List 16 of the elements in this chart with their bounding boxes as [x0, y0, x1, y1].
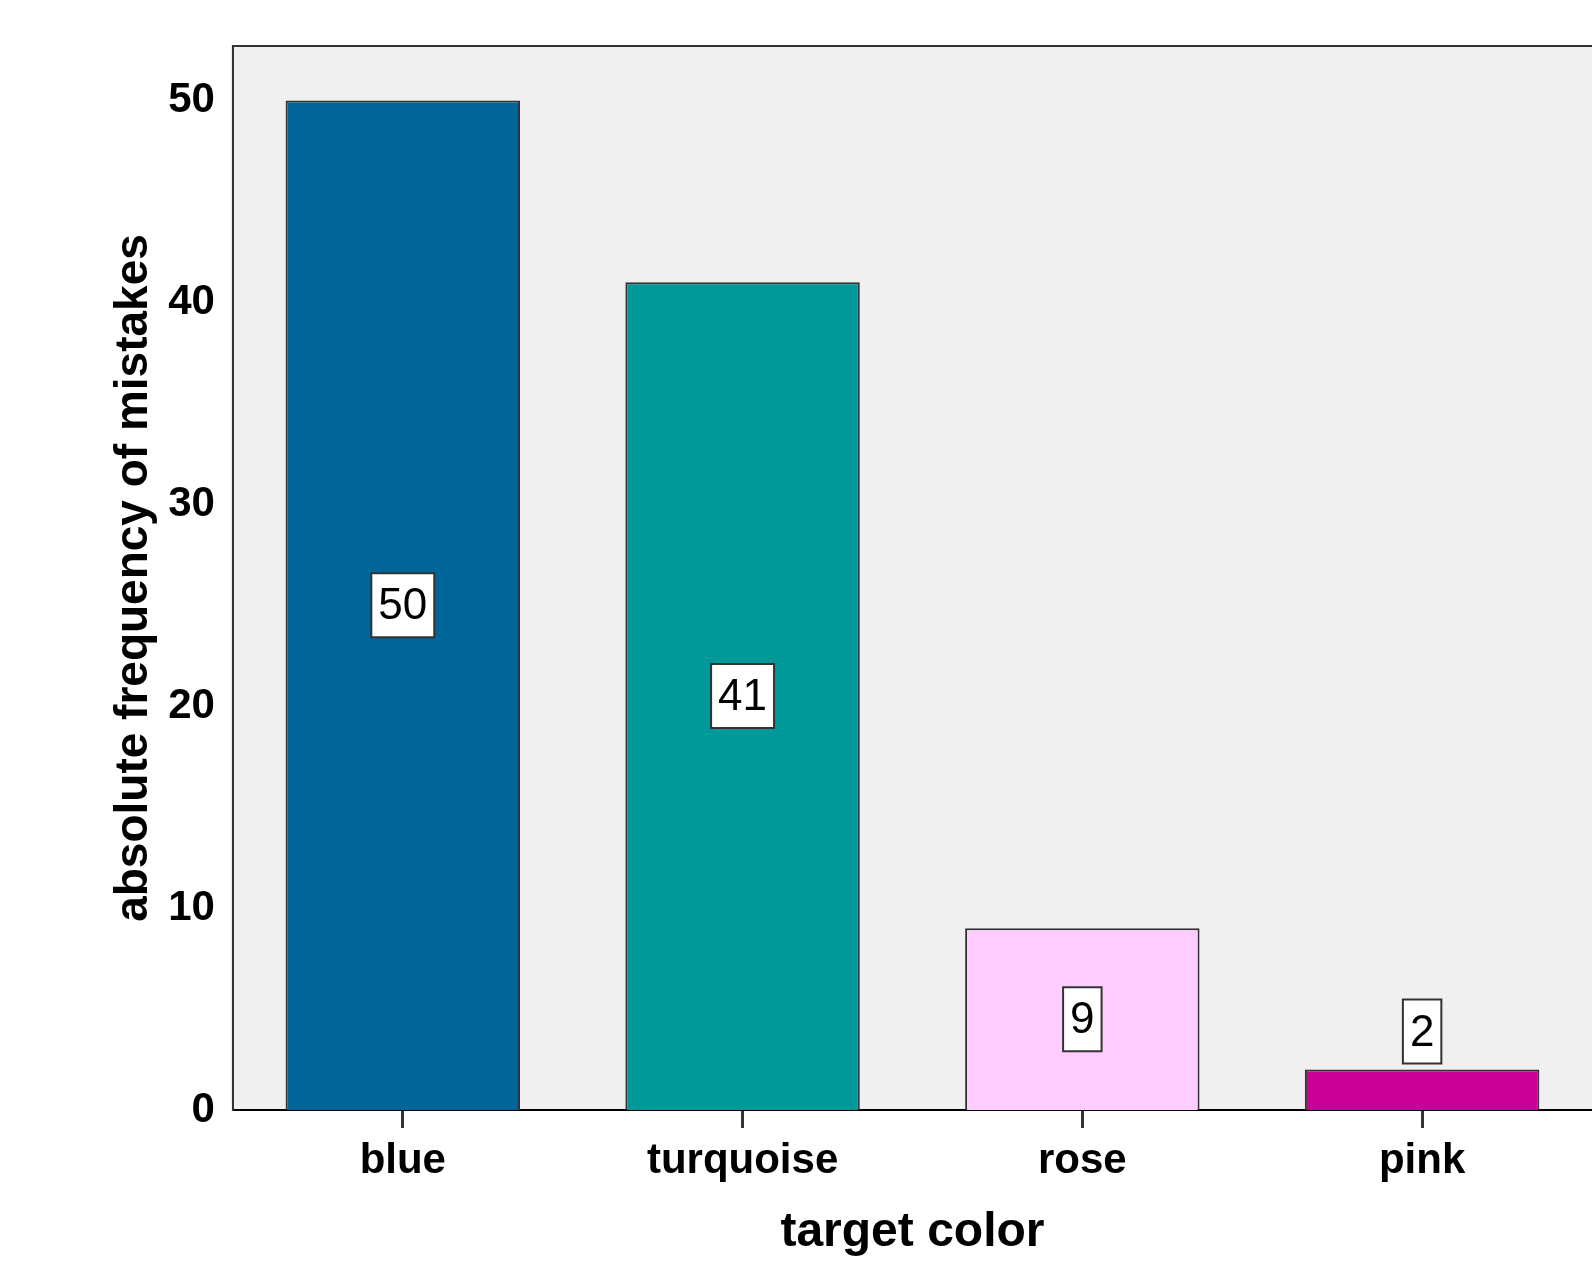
y-tick-label: 10 [168, 881, 215, 929]
x-tick-label: turquoise [646, 1134, 839, 1182]
y-tick-label: 0 [191, 1083, 215, 1131]
data-label: 9 [1070, 993, 1095, 1043]
x-tick-label: blue [359, 1134, 446, 1182]
x-axis-title: target color [780, 1203, 1045, 1257]
data-label: 41 [718, 670, 768, 720]
data-label: 50 [378, 579, 428, 629]
x-tick-label: rose [1037, 1134, 1127, 1182]
y-tick-label: 30 [168, 477, 215, 525]
y-tick-label: 20 [168, 679, 215, 727]
data-label: 2 [1409, 1005, 1435, 1055]
y-tick-label: 50 [168, 74, 215, 122]
y-axis-title: absolute frequency of mistakes [105, 234, 158, 922]
x-tick-label: pink [1378, 1134, 1466, 1182]
y-tick-label: 40 [168, 275, 215, 323]
